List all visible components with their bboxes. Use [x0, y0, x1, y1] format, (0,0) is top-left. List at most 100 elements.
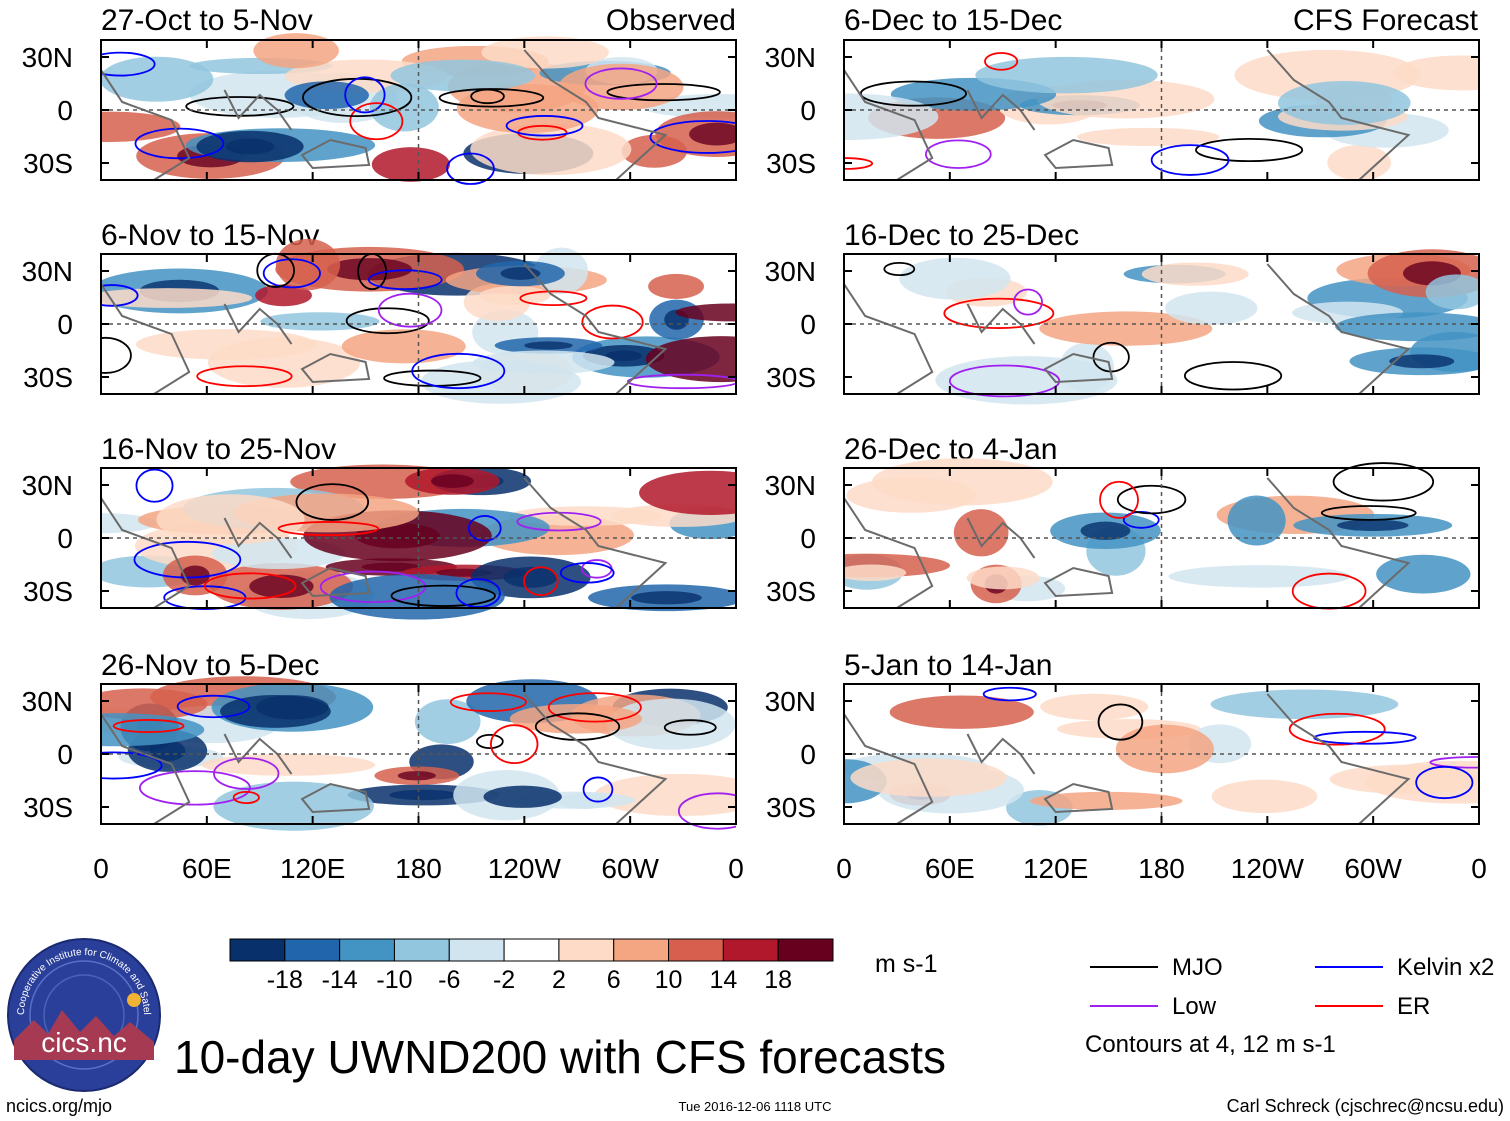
anomaly-blob — [1376, 554, 1471, 594]
lat-tick-label: 0 — [800, 523, 816, 554]
anomaly-core — [1336, 519, 1409, 531]
anomaly-blob — [101, 111, 181, 142]
anomaly-blob — [414, 699, 481, 744]
anomaly-blob — [1141, 262, 1249, 286]
lon-tick-label: 180 — [1138, 853, 1185, 884]
contour-note: Contours at 4, 12 m s-1 — [1085, 1031, 1336, 1058]
purple-contour — [1429, 756, 1479, 769]
anomaly-blob — [479, 286, 551, 306]
lon-tick-label: 60E — [182, 853, 232, 884]
asia-coast — [223, 733, 293, 775]
anomaly-blob — [645, 336, 736, 383]
colorbar-swatch — [448, 938, 505, 962]
asia-coast — [966, 517, 1036, 559]
colorbar-tick-label: -18 — [267, 966, 303, 994]
anomaly-blob — [1164, 291, 1258, 325]
lat-tick-label: 30N — [22, 686, 73, 717]
blue-contour — [133, 540, 242, 579]
anomaly-field — [844, 458, 1471, 610]
anomaly-core — [327, 258, 413, 281]
red-contour — [232, 790, 260, 805]
black-contour — [663, 719, 717, 736]
blue-contour — [1150, 144, 1230, 176]
asia-coast — [223, 517, 293, 559]
anomaly-core — [180, 565, 210, 586]
asia-coast — [966, 733, 1036, 775]
purple-contour — [138, 770, 251, 806]
blue-contour — [411, 352, 506, 390]
legend-label: Kelvin x2 — [1397, 954, 1494, 981]
red-contour — [196, 365, 293, 388]
anomaly-core — [500, 267, 541, 280]
black-contour — [1097, 703, 1144, 741]
red-contour — [349, 102, 404, 141]
anomaly-blob — [1076, 127, 1220, 147]
colorbar-tick-label: -10 — [376, 966, 412, 994]
blue-contour — [559, 562, 615, 584]
australia-coast — [300, 138, 371, 170]
anomaly-field — [101, 238, 736, 404]
anomaly-blob — [101, 56, 214, 102]
anomaly-blob — [1227, 495, 1286, 546]
forecast-label: CFS Forecast — [1293, 4, 1479, 37]
red-contour — [943, 297, 1055, 329]
colorbar-swatch — [229, 938, 286, 962]
africa-coast — [101, 283, 191, 395]
anomaly-blob — [1327, 144, 1391, 181]
lon-axis-observed: 0 60E 120E 180 120W 60W 0 — [93, 853, 744, 884]
anomaly-core — [631, 591, 702, 605]
map-panel: 6-Dec to 15-Dec 30N 0 30S — [765, 4, 1480, 181]
panel-title: 26-Nov to 5-Dec — [101, 649, 319, 682]
logo-name: cics.nc — [41, 1027, 127, 1058]
lat-tick-label: 30N — [765, 42, 816, 73]
lon-tick-label: 60W — [1344, 853, 1402, 884]
anomaly-core — [1080, 521, 1131, 540]
anomaly-blob — [594, 773, 736, 817]
black-contour — [1320, 505, 1417, 521]
anomaly-core — [389, 789, 458, 801]
blue-contour — [101, 51, 156, 77]
anomaly-field — [883, 249, 1479, 405]
lon-tick-label: 120W — [488, 853, 562, 884]
anomaly-field — [101, 676, 736, 831]
anomaly-blob — [1040, 693, 1149, 720]
red-contour — [112, 719, 185, 733]
logo-disc — [7, 938, 161, 1092]
anomaly-core — [689, 122, 736, 146]
footer-timestamp: Tue 2016-12-06 1118 UTC — [679, 1099, 832, 1114]
colorbar: -18 -14 -10 -6 -2 2 6 10 14 18 — [229, 938, 834, 994]
contour-legend: MJO Kelvin x2 Low ER — [1090, 954, 1494, 1020]
lat-tick-label: 30S — [766, 362, 816, 393]
anomaly-blob — [850, 758, 1007, 797]
lat-tick-label: 0 — [57, 523, 73, 554]
colorbar-swatch — [613, 938, 670, 962]
anomaly-field — [101, 464, 736, 620]
anomaly-blob — [844, 564, 907, 582]
purple-contour — [924, 139, 992, 169]
lat-tick-label: 30N — [22, 470, 73, 501]
blue-contour — [176, 694, 251, 719]
panel-title: 5-Jan to 14-Jan — [844, 649, 1052, 682]
anomaly-core — [1389, 354, 1455, 369]
anomaly-core — [149, 740, 186, 762]
lon-tick-label: 0 — [728, 853, 744, 884]
anomaly-core — [225, 138, 275, 155]
anomaly-blob — [966, 566, 1040, 590]
black-contour — [1116, 484, 1187, 515]
anomaly-blob — [260, 312, 380, 331]
anomaly-core — [503, 566, 558, 588]
anomaly-blob — [1425, 274, 1479, 310]
colorbar-tick-label: 18 — [764, 966, 792, 994]
lat-tick-label: 0 — [57, 95, 73, 126]
purple-contour — [584, 67, 658, 100]
anomaly-core — [397, 771, 436, 781]
africa-coast — [101, 497, 191, 609]
blue-contour — [134, 127, 225, 160]
anomaly-blob — [284, 81, 369, 110]
anomaly-blob — [253, 33, 339, 69]
lat-tick-label: 30N — [765, 256, 816, 287]
anomaly-blob — [201, 753, 376, 776]
anomaly-blob — [844, 93, 939, 140]
red-contour — [203, 572, 297, 600]
